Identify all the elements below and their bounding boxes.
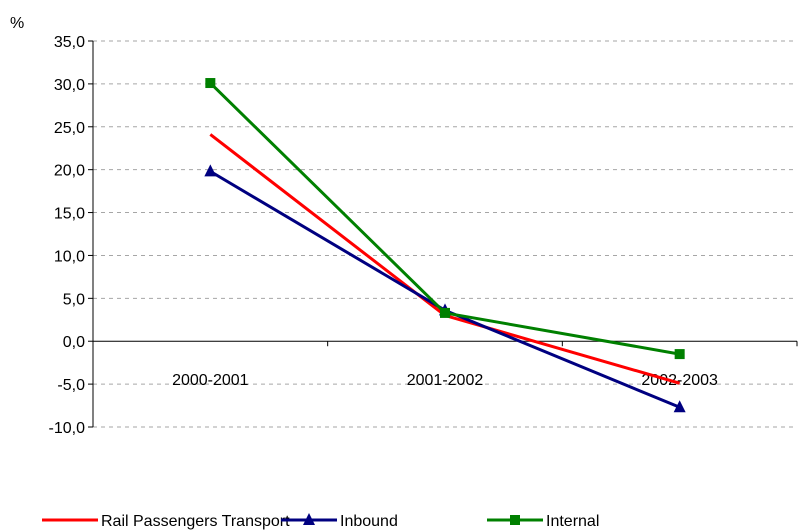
series-0 <box>209 133 681 385</box>
legend-item: Internal <box>487 513 599 530</box>
y-tick-label: -5,0 <box>57 377 85 394</box>
y-tick-label: 30,0 <box>54 77 85 94</box>
y-tick-label: 25,0 <box>54 120 85 137</box>
legend-marker <box>303 513 315 525</box>
y-axis-ticks: 35,0 30,0 25,0 20,0 15,0 10,0 5,0 0,0 -5,0 -10,0 <box>49 34 93 437</box>
legend-item: Rail Passengers Transport <box>42 513 290 530</box>
y-tick-label: 0,0 <box>63 334 85 351</box>
x-tick-label: 2000-2001 <box>172 372 249 389</box>
data-point-marker <box>440 307 450 318</box>
data-point-marker <box>205 78 216 89</box>
y-tick-label: 10,0 <box>54 248 85 265</box>
x-tick-label: 2001-2002 <box>407 372 484 389</box>
y-tick-label: 15,0 <box>54 206 85 223</box>
y-tick-label: 35,0 <box>54 34 85 51</box>
y-tick-label: -10,0 <box>49 420 86 437</box>
series-line <box>209 133 681 385</box>
data-point-marker <box>674 349 685 360</box>
legend-item: Inbound <box>281 513 398 530</box>
axes <box>92 41 798 427</box>
y-tick-label: 20,0 <box>54 163 85 180</box>
series-2 <box>205 78 685 360</box>
y-tick-label: 5,0 <box>63 291 85 308</box>
legend-label: Inbound <box>340 513 398 530</box>
gridlines <box>93 40 797 428</box>
legend-marker <box>510 515 520 525</box>
x-axis-labels: 2000-2001 2001-2002 2002-2003 <box>172 372 718 389</box>
legend-label: Internal <box>546 513 599 530</box>
data-point-marker <box>673 400 686 413</box>
legend-label: Rail Passengers Transport <box>101 513 290 530</box>
data-point-marker <box>204 164 217 177</box>
legend: Rail Passengers Transport Inbound Internal <box>42 513 599 530</box>
y-axis-unit-label: % <box>10 15 24 32</box>
series-group <box>204 78 686 413</box>
